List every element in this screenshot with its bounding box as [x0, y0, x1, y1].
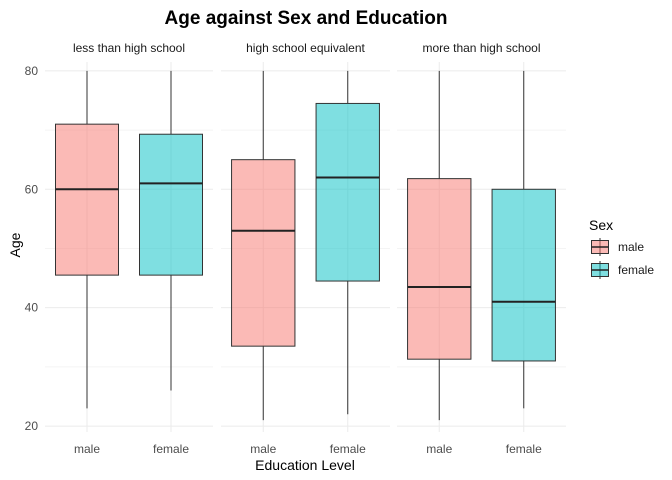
facet-strip-label: less than high school: [73, 41, 185, 55]
box-male: [231, 70, 296, 421]
y-axis-title: Age: [7, 232, 23, 257]
box-body: [55, 123, 119, 276]
facet-strip-label: high school equivalent: [246, 41, 365, 55]
legend: Sex male female: [589, 217, 654, 279]
box-female: [139, 70, 203, 391]
x-tick-label: male: [74, 442, 100, 456]
y-tick-label: 80: [25, 64, 39, 78]
box-female: [315, 70, 380, 415]
y-tick-label: 40: [25, 301, 39, 315]
facet-panel: high school equivalent male female: [221, 41, 390, 456]
x-tick-label: female: [506, 442, 542, 456]
facet-strip-label: more than high school: [422, 41, 540, 55]
chart-title: Age against Sex and Education: [165, 8, 448, 29]
box-male: [55, 70, 119, 409]
x-tick-label: male: [426, 442, 452, 456]
box-body: [407, 178, 472, 360]
y-tick-label: 60: [25, 182, 39, 196]
x-tick-label: female: [153, 442, 189, 456]
legend-title: Sex: [589, 217, 613, 233]
box-body: [231, 159, 296, 347]
legend-label-female: female: [618, 263, 654, 277]
y-tick-label: 20: [25, 419, 39, 433]
legend-key-male: male: [589, 238, 644, 256]
y-axis: 20 40 60 80: [25, 64, 39, 433]
x-tick-label: male: [250, 442, 276, 456]
legend-label-male: male: [618, 240, 644, 254]
x-axis-title: Education Level: [255, 457, 355, 473]
legend-key-female: female: [589, 261, 654, 279]
facet-panel: more than high school male female: [397, 41, 566, 456]
box-female: [491, 70, 556, 409]
box-body: [315, 102, 380, 282]
box-male: [407, 70, 472, 421]
x-tick-label: female: [330, 442, 366, 456]
box-body: [491, 188, 556, 362]
box-body: [139, 133, 203, 276]
facet-panel: less than high school male female: [45, 41, 213, 456]
